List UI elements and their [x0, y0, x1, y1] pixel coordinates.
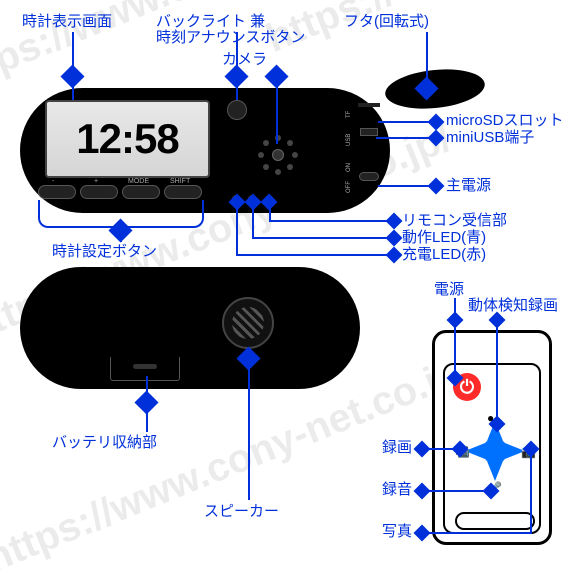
marker-diamond: [414, 483, 431, 500]
label-clock-set-buttons: 時計設定ボタン: [52, 244, 157, 261]
label-clock-display: 時計表示画面: [22, 14, 112, 31]
leader: [248, 348, 250, 500]
marker-diamond: [264, 64, 288, 88]
label-lid: フタ(回転式): [344, 14, 429, 31]
clock-device-back: [20, 267, 360, 389]
label-battery: バッテリ収納部: [52, 435, 157, 452]
clock-display-screen: 12:58: [45, 100, 210, 178]
leader: [454, 298, 456, 376]
label-microsd: microSDスロット: [446, 113, 564, 130]
label-remote-receiver: リモコン受信部: [402, 213, 507, 230]
label-record-audio: 録音: [382, 482, 412, 499]
side-label-tf: TF: [346, 111, 352, 118]
label-motion: 動体検知録画: [468, 298, 558, 315]
battery-compartment-door[interactable]: [110, 357, 180, 381]
clock-button-shift[interactable]: [164, 185, 202, 199]
marker-diamond: [60, 64, 84, 88]
button-mark: MODE: [128, 178, 149, 185]
clock-button-plus[interactable]: [80, 185, 118, 199]
side-label-usb: USB: [346, 134, 352, 146]
label-charge-led: 充電LED(赤): [402, 247, 486, 264]
marker-diamond: [428, 130, 445, 147]
remote-control: ⏻ ● 📹 📷 🎤: [432, 330, 552, 545]
side-label-on: ON: [346, 163, 352, 172]
marker-diamond: [386, 213, 403, 230]
label-record-video: 録画: [382, 440, 412, 457]
main-power-switch[interactable]: [359, 172, 379, 181]
watermark: https://www.cony-net.co.jp/: [260, 0, 578, 62]
label-status-led: 動作LED(青): [402, 230, 486, 247]
marker-diamond: [447, 312, 464, 329]
marker-diamond: [134, 390, 158, 414]
speaker-grille: [222, 297, 274, 349]
clock-button-mode[interactable]: [122, 185, 160, 199]
label-camera: カメラ: [222, 52, 267, 69]
leader: [530, 450, 532, 532]
label-speaker: スピーカー: [204, 504, 279, 521]
leader: [236, 254, 397, 256]
label-main-power: 主電源: [446, 178, 491, 195]
button-mark: -: [52, 178, 54, 185]
battery-latch: [133, 364, 157, 369]
marker-diamond: [428, 178, 445, 195]
marker-diamond: [414, 525, 431, 542]
label-miniusb: miniUSB端子: [446, 130, 534, 147]
side-label-off: OFF: [346, 181, 352, 193]
marker-diamond: [414, 441, 431, 458]
leader: [496, 314, 498, 422]
clock-button-minus[interactable]: [38, 185, 76, 199]
label-power: 電源: [434, 282, 464, 299]
leader: [269, 220, 397, 222]
button-mark: SHIFT: [170, 178, 190, 185]
microsd-slot[interactable]: [358, 103, 380, 107]
backlight-announce-button[interactable]: [227, 100, 247, 120]
marker-diamond: [428, 114, 445, 131]
miniusb-port[interactable]: [360, 128, 378, 136]
label-photo: 写真: [382, 524, 412, 541]
leader: [252, 237, 397, 239]
camera-lens-cluster: [258, 135, 298, 175]
remote-ir-window: [455, 512, 535, 530]
marker-diamond: [386, 247, 403, 264]
leader: [416, 532, 532, 534]
marker-diamond: [386, 230, 403, 247]
label-backlight-2: 時刻アナウンスボタン: [156, 30, 305, 47]
button-mark: +: [94, 178, 98, 185]
